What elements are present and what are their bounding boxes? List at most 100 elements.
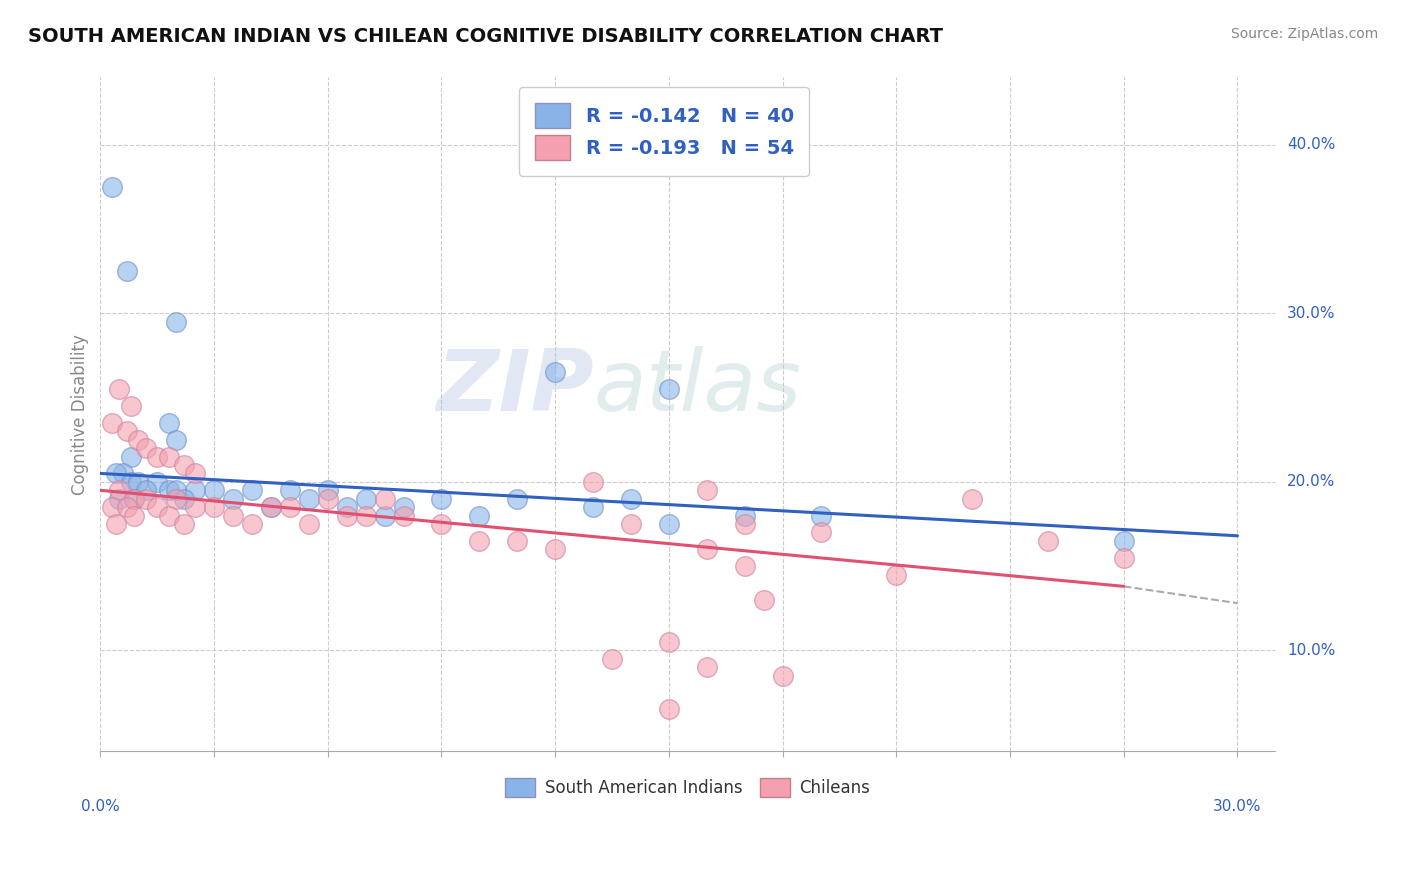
Point <box>316 483 339 498</box>
Point <box>336 508 359 523</box>
Point <box>810 508 832 523</box>
Point <box>316 491 339 506</box>
Point <box>165 433 187 447</box>
Point <box>752 592 775 607</box>
Point <box>468 508 491 523</box>
Point <box>112 467 135 481</box>
Text: 30.0%: 30.0% <box>1286 306 1336 321</box>
Point <box>120 450 142 464</box>
Point <box>124 491 146 506</box>
Point <box>696 483 718 498</box>
Text: atlas: atlas <box>593 346 801 429</box>
Point <box>127 433 149 447</box>
Point <box>1112 533 1135 548</box>
Point <box>184 483 207 498</box>
Point <box>772 668 794 682</box>
Point <box>100 500 122 515</box>
Point <box>135 491 157 506</box>
Point <box>104 516 127 531</box>
Point <box>336 500 359 515</box>
Text: ZIP: ZIP <box>436 346 593 429</box>
Point <box>157 416 180 430</box>
Text: SOUTH AMERICAN INDIAN VS CHILEAN COGNITIVE DISABILITY CORRELATION CHART: SOUTH AMERICAN INDIAN VS CHILEAN COGNITI… <box>28 27 943 45</box>
Point <box>354 491 377 506</box>
Point <box>260 500 283 515</box>
Point <box>298 491 321 506</box>
Point <box>104 467 127 481</box>
Point <box>157 483 180 498</box>
Point <box>165 315 187 329</box>
Point <box>696 660 718 674</box>
Point <box>157 450 180 464</box>
Point <box>620 516 643 531</box>
Point <box>124 508 146 523</box>
Point <box>108 382 131 396</box>
Point <box>960 491 983 506</box>
Point <box>696 542 718 557</box>
Point <box>124 491 146 506</box>
Point <box>544 542 567 557</box>
Point <box>108 491 131 506</box>
Point <box>173 491 195 506</box>
Point <box>146 500 169 515</box>
Point <box>222 508 245 523</box>
Point <box>173 458 195 472</box>
Point <box>582 500 605 515</box>
Point <box>506 491 529 506</box>
Point <box>184 467 207 481</box>
Point <box>146 450 169 464</box>
Point <box>374 491 396 506</box>
Point <box>115 264 138 278</box>
Point <box>135 441 157 455</box>
Point <box>658 702 681 716</box>
Point <box>734 516 756 531</box>
Point <box>468 533 491 548</box>
Legend: South American Indians, Chileans: South American Indians, Chileans <box>492 764 884 811</box>
Point <box>100 180 122 194</box>
Text: 30.0%: 30.0% <box>1213 798 1261 814</box>
Text: 0.0%: 0.0% <box>82 798 120 814</box>
Y-axis label: Cognitive Disability: Cognitive Disability <box>72 334 89 495</box>
Point <box>658 635 681 649</box>
Point <box>658 516 681 531</box>
Text: 20.0%: 20.0% <box>1286 475 1336 490</box>
Point <box>120 475 142 489</box>
Point <box>115 425 138 439</box>
Point <box>184 500 207 515</box>
Point <box>374 508 396 523</box>
Point <box>202 483 225 498</box>
Point <box>734 508 756 523</box>
Point <box>658 382 681 396</box>
Point <box>120 399 142 413</box>
Point <box>810 525 832 540</box>
Point <box>354 508 377 523</box>
Point <box>240 483 263 498</box>
Point <box>886 567 908 582</box>
Point <box>392 500 415 515</box>
Point <box>278 500 301 515</box>
Point <box>430 516 453 531</box>
Text: Source: ZipAtlas.com: Source: ZipAtlas.com <box>1230 27 1378 41</box>
Point <box>278 483 301 498</box>
Point <box>240 516 263 531</box>
Point <box>734 559 756 574</box>
Point <box>260 500 283 515</box>
Point <box>1036 533 1059 548</box>
Point <box>582 475 605 489</box>
Point <box>620 491 643 506</box>
Text: 10.0%: 10.0% <box>1286 643 1336 658</box>
Point <box>298 516 321 531</box>
Point <box>100 416 122 430</box>
Point <box>506 533 529 548</box>
Point <box>108 483 131 498</box>
Point <box>173 516 195 531</box>
Point <box>600 652 623 666</box>
Point <box>1112 550 1135 565</box>
Point <box>135 483 157 498</box>
Point <box>544 365 567 379</box>
Point <box>157 508 180 523</box>
Point <box>430 491 453 506</box>
Point <box>115 500 138 515</box>
Text: 40.0%: 40.0% <box>1286 137 1336 153</box>
Point <box>202 500 225 515</box>
